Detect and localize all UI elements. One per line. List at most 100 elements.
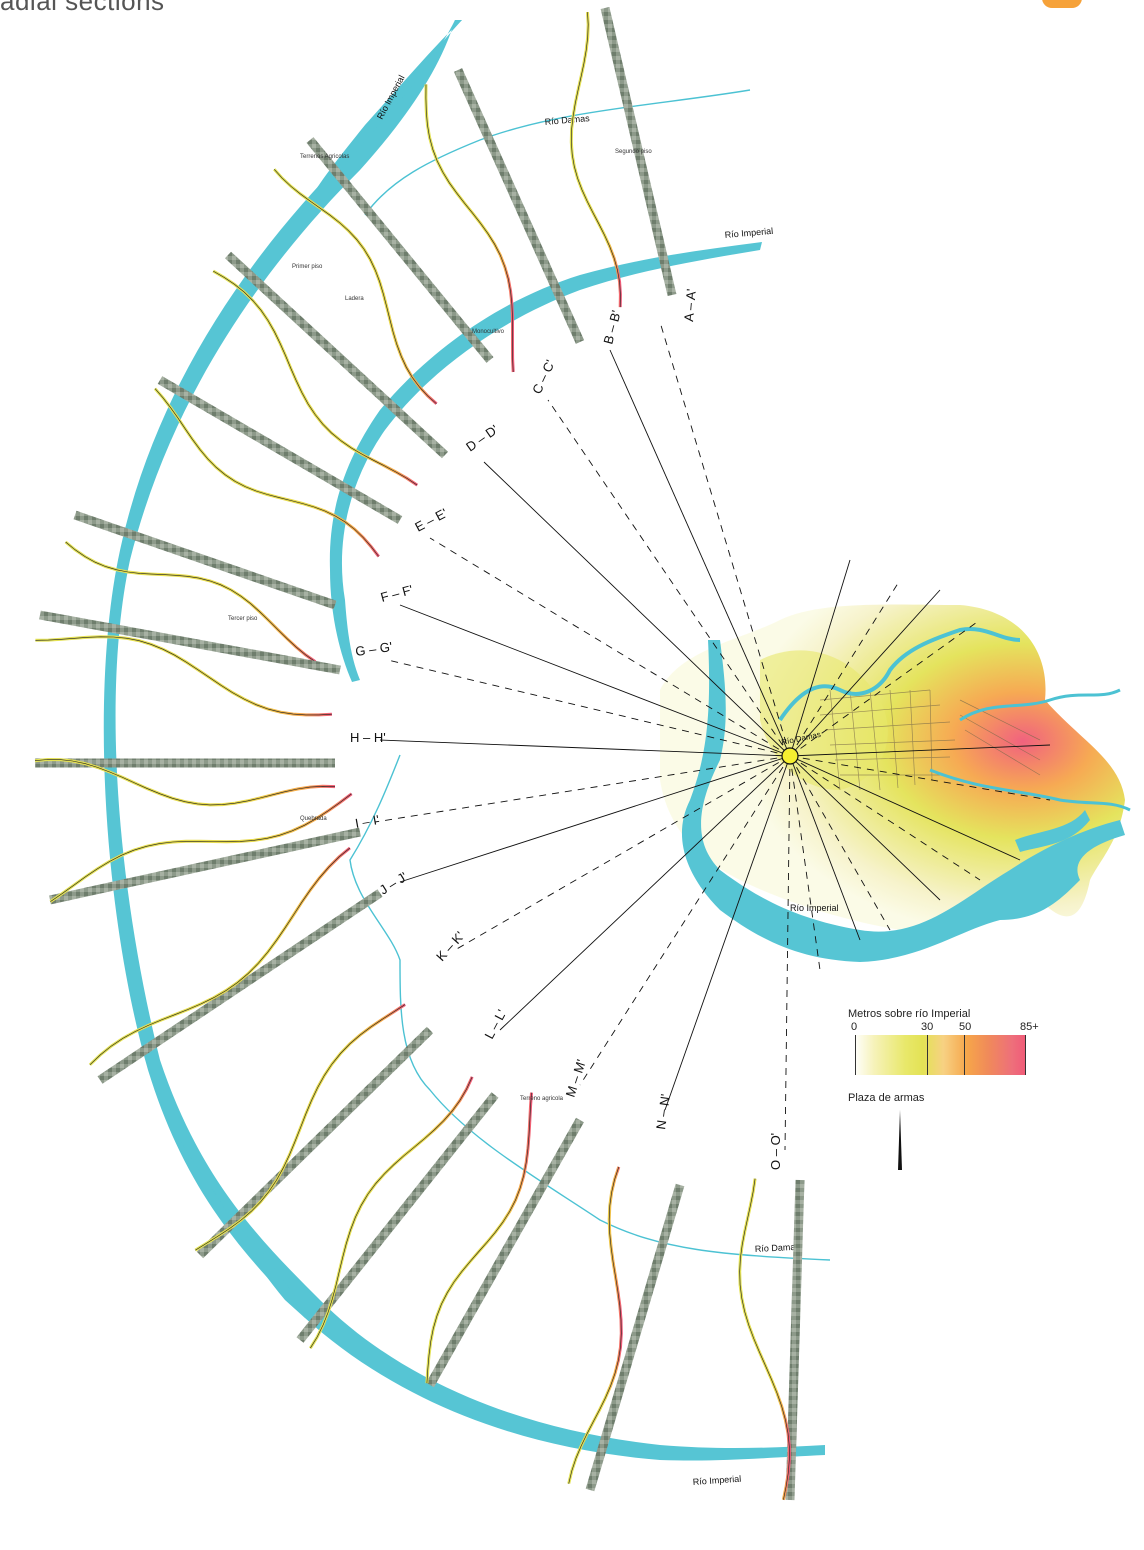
- elevation-profile-outline-12: [310, 1076, 473, 1349]
- elevation-profile-outline-6: [65, 541, 316, 662]
- plaza-de-armas-marker: [781, 747, 799, 765]
- section-line-5: [429, 537, 791, 757]
- section-line-3: [547, 399, 791, 757]
- satellite-strip-7: [39, 610, 341, 675]
- river-damas-label-bottom: Río Damas: [755, 1242, 801, 1254]
- elevation-profile-outline-3: [273, 169, 437, 405]
- section-line-4: [483, 461, 791, 757]
- section-label-6: F – F': [379, 582, 415, 605]
- river-imperial-label-bottom: Río Imperial: [692, 1474, 741, 1487]
- section-line-6: [399, 604, 791, 757]
- elevation-profile-outline-10: [89, 847, 351, 1066]
- legend-elevation-bar: [854, 1035, 1026, 1075]
- page-title: adial sections: [0, 0, 165, 16]
- satellite-strip-2: [453, 68, 585, 344]
- satellite-strip-15: [785, 1179, 805, 1501]
- city-ray-1: [789, 559, 851, 757]
- satellite-strip-4: [224, 251, 449, 459]
- section-label-13: M – M': [563, 1058, 589, 1099]
- section-label-8: H – H': [350, 730, 386, 745]
- section-label-3: C – C': [529, 358, 558, 397]
- zone-primer-piso-d: Primer piso: [292, 264, 323, 270]
- elevation-profile-outline-1: [570, 12, 621, 308]
- city-ray-12: [789, 755, 821, 971]
- elevation-profile-outline-9: [50, 793, 352, 902]
- section-line-15: [784, 755, 791, 1151]
- section-label-2: B – B': [600, 309, 623, 346]
- satellite-strip-9: [49, 827, 361, 905]
- section-label-12: L – L': [481, 1007, 509, 1041]
- satellite-strip-1: [600, 6, 677, 297]
- section-line-13: [579, 755, 791, 1086]
- section-label-7: G – G': [354, 639, 393, 659]
- elevation-profile-outline-13: [426, 1092, 532, 1384]
- section-labels: A – A' B – B' C – C' D – D' E – E' F – F' G – …: [350, 288, 783, 1170]
- section-label-1: A – A': [681, 288, 699, 322]
- zone-tercer-piso-g: Tercer piso: [228, 616, 258, 622]
- section-line-9: [374, 755, 791, 823]
- satellite-strip-13: [426, 1117, 584, 1388]
- city-ray-5: [789, 744, 1051, 757]
- city-river-imperial-label: Río Imperial: [790, 903, 839, 913]
- legend-tick-50: 50: [959, 1021, 972, 1033]
- section-label-5: E – E': [412, 505, 449, 534]
- section-line-12: [499, 755, 791, 1031]
- city-ray-11: [789, 755, 861, 941]
- legend-line-85: [1025, 1035, 1026, 1075]
- satellite-strip-10: [97, 889, 383, 1084]
- zone-ladera-d: Ladera: [345, 296, 364, 302]
- radial-section-lines: [374, 321, 1051, 1151]
- city-elevation-map: Río Damas Río Imperial: [660, 604, 1131, 962]
- section-line-7: [387, 659, 791, 757]
- river-damas: Río Damas Río Damas: [349, 89, 831, 1261]
- zone-labels: Terrenos Agricolas Monocultivo Segundo p…: [228, 149, 652, 1102]
- elevation-profile-outline-8: [34, 759, 336, 806]
- zone-monocultivo-c: Monocultivo: [472, 329, 505, 335]
- plaza-legend-icon: [898, 1110, 902, 1170]
- satellite-strip-11: [196, 1026, 434, 1259]
- legend-tick-30: 30: [921, 1021, 934, 1033]
- elevation-profile-outline-7: [35, 636, 332, 716]
- zone-segundo-piso-a: Segundo piso: [615, 149, 652, 155]
- satellite-strip-3: [306, 137, 494, 363]
- city-ray-6: [789, 755, 1051, 801]
- zone-quebrada-i: Quebrada: [300, 816, 327, 822]
- city-ray-7: [789, 755, 1021, 861]
- legend-tick-85: 85+: [1020, 1021, 1039, 1033]
- section-line-1: [659, 321, 791, 757]
- elevation-profile-outline-5: [154, 388, 379, 557]
- satellite-strip-5: [157, 376, 403, 524]
- legend-line-0: [855, 1035, 856, 1075]
- river-imperial-label-right: Río Imperial: [724, 226, 773, 240]
- elevation-profile-5: [153, 387, 380, 558]
- section-line-10: [399, 755, 791, 883]
- section-profiles: [34, 6, 805, 1501]
- city-ray-9: [789, 755, 941, 901]
- zone-terreno-agricola-m: Terreno agricola: [520, 1096, 564, 1102]
- satellite-strip-14: [585, 1183, 685, 1492]
- plaza-legend-label: Plaza de armas: [848, 1092, 925, 1104]
- legend-line-50: [964, 1035, 965, 1075]
- section-line-8: [379, 739, 791, 757]
- legend-title: Metros sobre río Imperial: [848, 1008, 971, 1020]
- section-line-2: [609, 349, 791, 757]
- section-line-14: [664, 755, 791, 1111]
- river-imperial-inner: Río Imperial: [329, 226, 774, 682]
- section-label-4: D – D': [463, 422, 501, 455]
- section-label-14: N – N': [653, 1093, 673, 1130]
- city-ray-3: [789, 589, 941, 757]
- river-damas-label-top: Río Damas: [544, 113, 590, 127]
- legend-line-30: [927, 1035, 928, 1075]
- section-label-9: I – I': [354, 812, 380, 831]
- city-ray-2: [789, 579, 901, 757]
- elevation-profile-outline-15: [739, 1178, 790, 1500]
- section-label-10: J – J': [377, 869, 410, 898]
- elevation-profile-outline-14: [568, 1166, 622, 1484]
- logo-badge: [1042, 0, 1082, 8]
- elevation-profile-outline-2: [425, 84, 514, 373]
- elevation-profile-outline-11: [195, 1004, 406, 1251]
- legend-tick-0: 0: [851, 1021, 858, 1033]
- section-label-15: O – O': [768, 1133, 783, 1170]
